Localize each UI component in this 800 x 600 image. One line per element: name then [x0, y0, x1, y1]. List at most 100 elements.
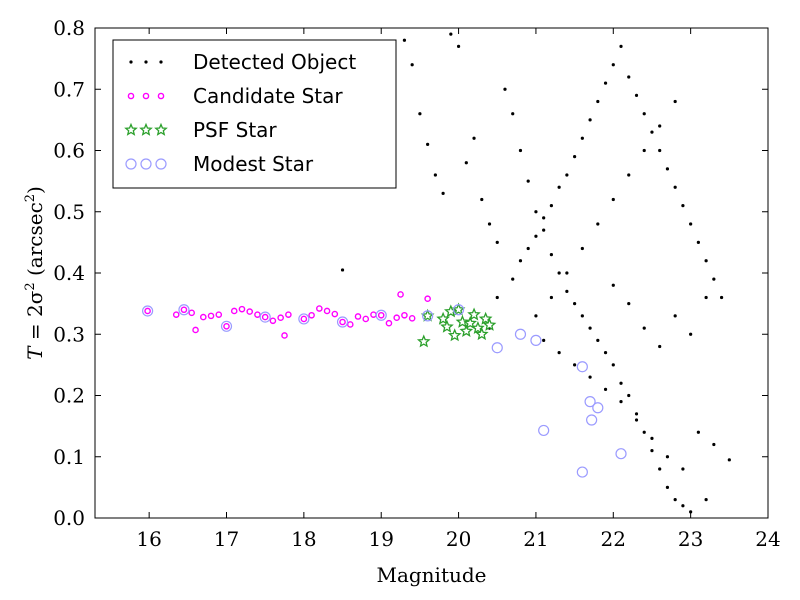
detected-object-point: [696, 240, 700, 244]
detected-object-point: [402, 38, 407, 42]
detected-object-point: [681, 204, 685, 208]
detected-object-point: [596, 338, 600, 342]
detected-object-point: [580, 314, 584, 318]
detected-object-point: [340, 268, 345, 272]
x-tick-label: 16: [136, 527, 161, 551]
modest-star-point: [375, 309, 387, 321]
detected-object-point: [642, 148, 646, 153]
candidate-star-point: [323, 307, 331, 315]
detected-object-point: [611, 363, 615, 367]
x-tick-label: 19: [368, 527, 393, 551]
detected-object-point: [495, 295, 499, 300]
detected-object-point: [573, 155, 577, 159]
psf-star-point: [124, 122, 138, 136]
series-candidate-star: [144, 291, 431, 339]
candidate-star-point: [215, 311, 223, 318]
legend-label: Modest Star: [193, 152, 314, 176]
candidate-star-point: [385, 319, 393, 327]
detected-object-point: [580, 246, 584, 251]
psf-star-point: [482, 317, 497, 331]
detected-object-point: [681, 467, 685, 471]
candidate-star-point: [408, 315, 416, 322]
detected-object-point: [433, 173, 437, 177]
modest-star-point: [336, 316, 349, 328]
modest-star-point: [220, 320, 233, 332]
candidate-star-point: [397, 291, 404, 298]
legend-marker-candidate-star: [127, 92, 165, 100]
detected-object-point: [619, 400, 623, 404]
candidate-star-point: [354, 313, 362, 320]
detected-object-point: [129, 60, 133, 64]
y-tick-label: 0.2: [53, 384, 85, 408]
detected-object-point: [658, 467, 662, 471]
candidate-star-point: [207, 312, 215, 320]
detected-object-point: [696, 430, 700, 434]
detected-object-point: [650, 436, 654, 440]
y-label-sup2: 2: [23, 194, 38, 202]
detected-object-point: [627, 393, 631, 398]
detected-object-point: [658, 148, 662, 153]
legend-box: [112, 39, 397, 189]
detected-object-point: [704, 259, 708, 263]
modest-star-point: [576, 466, 588, 478]
candidate-star-point: [346, 321, 354, 328]
modest-star-point: [142, 305, 154, 317]
detected-object-point: [642, 112, 646, 116]
detected-object-point: [596, 222, 600, 226]
candidate-star-point: [142, 92, 150, 100]
psf-star-point: [467, 307, 481, 321]
modest-star-point: [576, 361, 588, 373]
detected-object-point: [557, 351, 561, 355]
detected-object-point: [642, 430, 646, 434]
candidate-star-point: [223, 322, 230, 330]
candidate-star-point: [339, 318, 346, 326]
y-tick-label: 0.6: [53, 139, 85, 163]
detected-object-point: [588, 375, 592, 379]
modest-star-point: [592, 402, 604, 414]
y-tick-label: 0.0: [53, 506, 85, 530]
detected-object-point: [557, 185, 561, 189]
modest-star-point: [298, 313, 310, 325]
detected-object-point: [449, 32, 453, 36]
psf-star-point: [440, 319, 454, 333]
candidate-star-point: [127, 92, 135, 100]
detected-object-point: [518, 148, 523, 153]
detected-object-point: [665, 455, 670, 459]
series-modest-star: [142, 304, 627, 478]
detected-object-point: [704, 498, 708, 502]
detected-object-point: [704, 295, 708, 300]
detected-object-point: [487, 222, 492, 226]
detected-object-point: [410, 63, 414, 67]
candidate-star-point: [377, 311, 385, 319]
x-axis-label: Magnitude: [376, 563, 486, 587]
detected-object-point: [658, 344, 662, 349]
detected-object-point: [511, 112, 515, 116]
detected-object-point: [542, 216, 546, 220]
detected-object-point: [603, 387, 608, 391]
legend-marker-detected-object: [129, 60, 163, 64]
detected-object-point: [650, 130, 654, 134]
candidate-star-point: [172, 311, 180, 318]
detected-object-point: [642, 326, 646, 330]
detected-object-point: [456, 44, 461, 48]
detected-object-point: [549, 204, 554, 208]
detected-object-point: [689, 332, 693, 336]
detected-object-point: [689, 510, 693, 514]
modest-star-point: [530, 334, 542, 346]
legend-label: Detected Object: [193, 50, 356, 74]
x-tick-label: 21: [523, 527, 548, 551]
detected-object-point: [549, 295, 554, 300]
detected-object-point: [441, 191, 445, 195]
detected-object-point: [565, 289, 569, 293]
candidate-star-point: [261, 313, 269, 321]
candidate-star-point: [254, 311, 261, 318]
detected-object-point: [464, 161, 468, 165]
detected-object-point: [503, 87, 507, 91]
modest-star-point: [259, 311, 271, 323]
y-label-sup: 2: [23, 282, 38, 290]
x-tick-label: 22: [601, 527, 626, 551]
legend-label: PSF Star: [193, 118, 277, 142]
detected-object-point: [712, 442, 716, 447]
detected-object-point: [689, 222, 693, 226]
